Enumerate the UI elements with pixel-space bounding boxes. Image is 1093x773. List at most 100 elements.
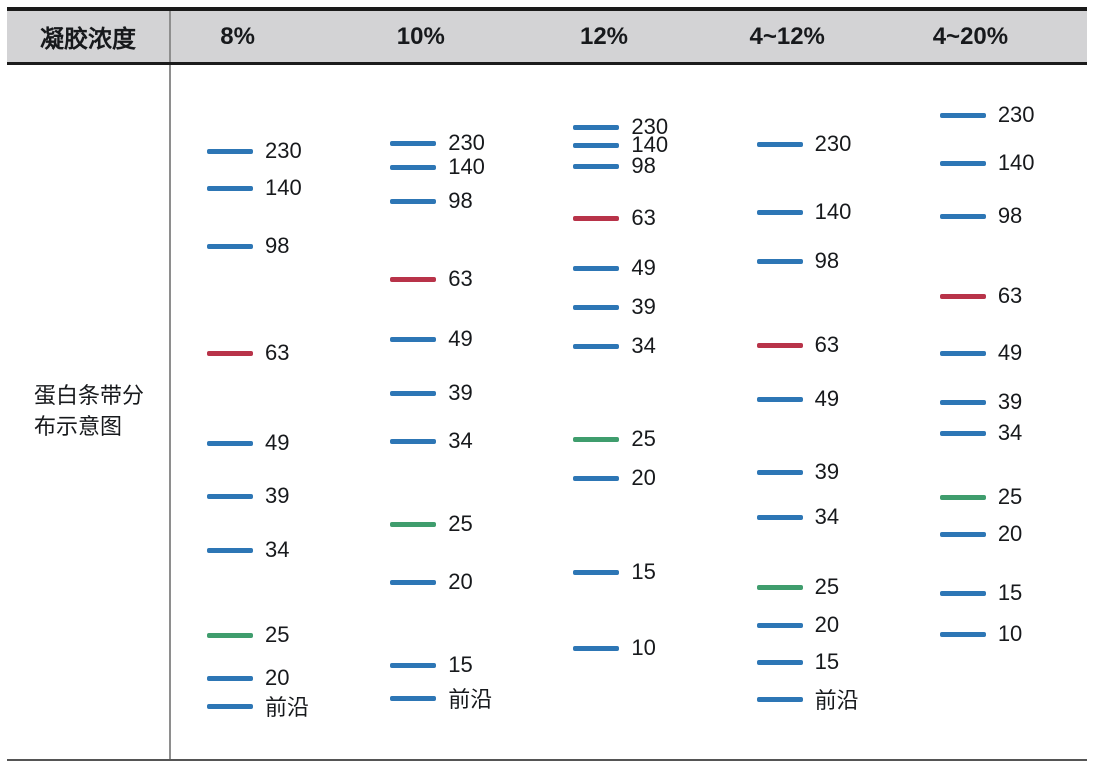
band-line bbox=[756, 141, 803, 147]
band-row: 98 bbox=[573, 153, 656, 179]
band-label: 230 bbox=[265, 138, 302, 163]
band-line bbox=[939, 213, 986, 219]
band-line bbox=[573, 163, 620, 169]
table-body-row: 蛋白条带分布示意图 230 140 98 63 49 39 34 25 20 前沿 230 140 98… bbox=[7, 65, 1087, 761]
band-line bbox=[939, 293, 986, 299]
band-label: 15 bbox=[997, 580, 1023, 605]
band-line bbox=[390, 390, 437, 396]
band-line bbox=[207, 547, 253, 553]
band-row: 49 bbox=[573, 255, 656, 281]
band-row: 49 bbox=[390, 326, 473, 352]
band-label: 34 bbox=[997, 420, 1023, 445]
band-line bbox=[756, 696, 803, 702]
band-row: 前沿 bbox=[756, 683, 859, 715]
band-line bbox=[939, 494, 986, 500]
band-row: 39 bbox=[390, 380, 473, 406]
band-line bbox=[207, 148, 253, 154]
band-label: 63 bbox=[265, 340, 290, 365]
band-line bbox=[390, 579, 437, 585]
band-row: 39 bbox=[573, 294, 656, 320]
band-line bbox=[939, 430, 986, 436]
band-line bbox=[756, 209, 803, 215]
band-line bbox=[390, 438, 437, 444]
band-row: 34 bbox=[390, 428, 473, 454]
band-line bbox=[207, 493, 253, 499]
band-label: 20 bbox=[814, 612, 840, 637]
band-row: 63 bbox=[939, 283, 1023, 309]
band-row: 63 bbox=[573, 205, 656, 231]
band-label: 140 bbox=[448, 154, 485, 179]
band-row: 49 bbox=[207, 430, 289, 456]
band-label: 34 bbox=[631, 333, 656, 358]
lane-2: 230 140 98 63 49 39 34 25 20 15 10 bbox=[537, 65, 720, 759]
band-label: 15 bbox=[814, 649, 840, 674]
lane-1: 230 140 98 63 49 39 34 25 20 15 前沿 bbox=[354, 65, 537, 759]
band-line bbox=[939, 399, 986, 405]
band-label: 230 bbox=[448, 130, 485, 155]
band-label: 49 bbox=[997, 340, 1023, 365]
band-line bbox=[756, 584, 803, 590]
band-row: 230 bbox=[390, 130, 485, 156]
header-columns: 8% 10% 12% 4~12% 4~20% bbox=[171, 11, 1087, 62]
band-line bbox=[756, 622, 803, 628]
lane-0: 230 140 98 63 49 39 34 25 20 前沿 bbox=[171, 65, 354, 759]
band-label: 49 bbox=[814, 386, 840, 411]
band-label: 98 bbox=[448, 188, 473, 213]
band-label: 63 bbox=[997, 283, 1023, 308]
band-row: 63 bbox=[390, 266, 473, 292]
band-row: 140 bbox=[390, 154, 485, 180]
band-line bbox=[573, 645, 620, 651]
band-line bbox=[207, 632, 253, 638]
band-row: 34 bbox=[573, 333, 656, 359]
band-row: 98 bbox=[207, 233, 289, 259]
band-row: 140 bbox=[207, 175, 302, 201]
band-line bbox=[939, 631, 986, 637]
band-row: 25 bbox=[756, 574, 839, 600]
band-row: 20 bbox=[573, 465, 656, 491]
band-label: 98 bbox=[814, 248, 840, 273]
band-line bbox=[939, 160, 986, 166]
band-label: 25 bbox=[448, 511, 473, 536]
band-row: 230 bbox=[756, 131, 852, 157]
band-row: 140 bbox=[756, 199, 851, 225]
band-row: 63 bbox=[207, 340, 289, 366]
band-line bbox=[207, 703, 253, 709]
band-label: 98 bbox=[265, 233, 290, 258]
band-row: 25 bbox=[939, 484, 1023, 510]
band-row: 25 bbox=[390, 511, 473, 537]
band-line bbox=[939, 590, 986, 596]
band-line bbox=[390, 140, 437, 146]
band-label: 230 bbox=[814, 131, 852, 156]
band-label: 34 bbox=[814, 504, 840, 529]
band-row: 140 bbox=[573, 132, 668, 158]
table-frame: 凝胶浓度 8% 10% 12% 4~12% 4~20% 蛋白条带分布示意图 230 140… bbox=[7, 7, 1087, 761]
band-label: 39 bbox=[631, 294, 656, 319]
band-row: 98 bbox=[756, 248, 840, 274]
band-line bbox=[756, 258, 803, 264]
band-label: 39 bbox=[265, 483, 290, 508]
band-label: 49 bbox=[631, 255, 656, 280]
band-row: 49 bbox=[756, 386, 840, 412]
lane-3: 230 140 98 63 49 39 34 25 20 15 前沿 bbox=[721, 65, 904, 759]
band-row: 15 bbox=[573, 559, 656, 585]
band-label: 15 bbox=[631, 559, 656, 584]
band-label: 20 bbox=[265, 665, 290, 690]
band-label: 34 bbox=[448, 428, 473, 453]
band-label: 10 bbox=[997, 621, 1023, 646]
band-row: 25 bbox=[207, 622, 289, 648]
row-label-cell: 蛋白条带分布示意图 bbox=[7, 65, 171, 759]
band-label: 25 bbox=[997, 484, 1023, 509]
band-label: 25 bbox=[265, 622, 290, 647]
lane-4: 230 140 98 63 49 39 34 25 20 15 10 bbox=[904, 65, 1087, 759]
band-row: 前沿 bbox=[390, 682, 492, 714]
header-cell-3: 4~12% bbox=[749, 22, 825, 50]
band-line bbox=[573, 215, 620, 221]
table-top-border bbox=[7, 7, 1087, 11]
band-line bbox=[207, 243, 253, 249]
band-label: 63 bbox=[448, 266, 473, 291]
band-line bbox=[573, 142, 620, 148]
band-line bbox=[390, 695, 437, 701]
band-row: 20 bbox=[390, 569, 473, 595]
band-line bbox=[390, 662, 437, 668]
